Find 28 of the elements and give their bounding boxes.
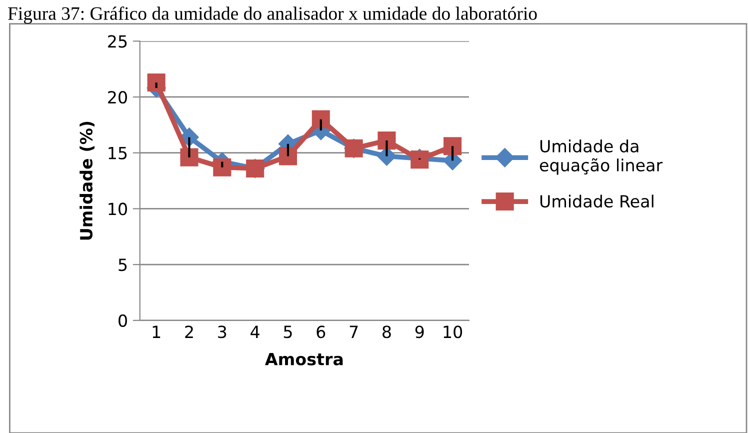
y-tick-label: 10 — [108, 202, 127, 216]
x-tick-label: 2 — [185, 326, 193, 338]
y-axis-title: Umidade (%) — [80, 122, 94, 240]
y-tick-label: 0 — [118, 314, 127, 327]
legend-label: Umidade da equação linear — [540, 140, 663, 175]
y-tick-label: 20 — [108, 90, 127, 104]
x-tick-label: 3 — [218, 326, 226, 338]
x-tick-label: 4 — [250, 326, 260, 338]
point — [312, 110, 330, 128]
x-tick-label: 7 — [350, 326, 358, 338]
point — [147, 73, 166, 92]
chart-title: Figura 37: Gráfico da umidade do analisador x umidade do laboratório — [8, 6, 537, 24]
x-tick-label: 9 — [415, 326, 424, 338]
x-axis-title: Amostra — [264, 353, 343, 366]
x-tick-label: 6 — [316, 326, 326, 338]
x-tick-label: 5 — [284, 326, 292, 338]
point — [213, 158, 232, 176]
y-tick-label: 15 — [108, 147, 127, 160]
legend-label: Umidade Real — [540, 194, 654, 208]
x-tick-label: 8 — [382, 326, 391, 338]
y-tick-label: 25 — [108, 35, 127, 48]
point — [278, 147, 298, 166]
x-tick-label: 1 — [152, 326, 160, 338]
point — [180, 148, 198, 166]
y-tick-label: 5 — [118, 258, 127, 272]
point — [444, 137, 462, 156]
x-tick-label: 10 — [444, 326, 462, 338]
point — [378, 132, 396, 150]
